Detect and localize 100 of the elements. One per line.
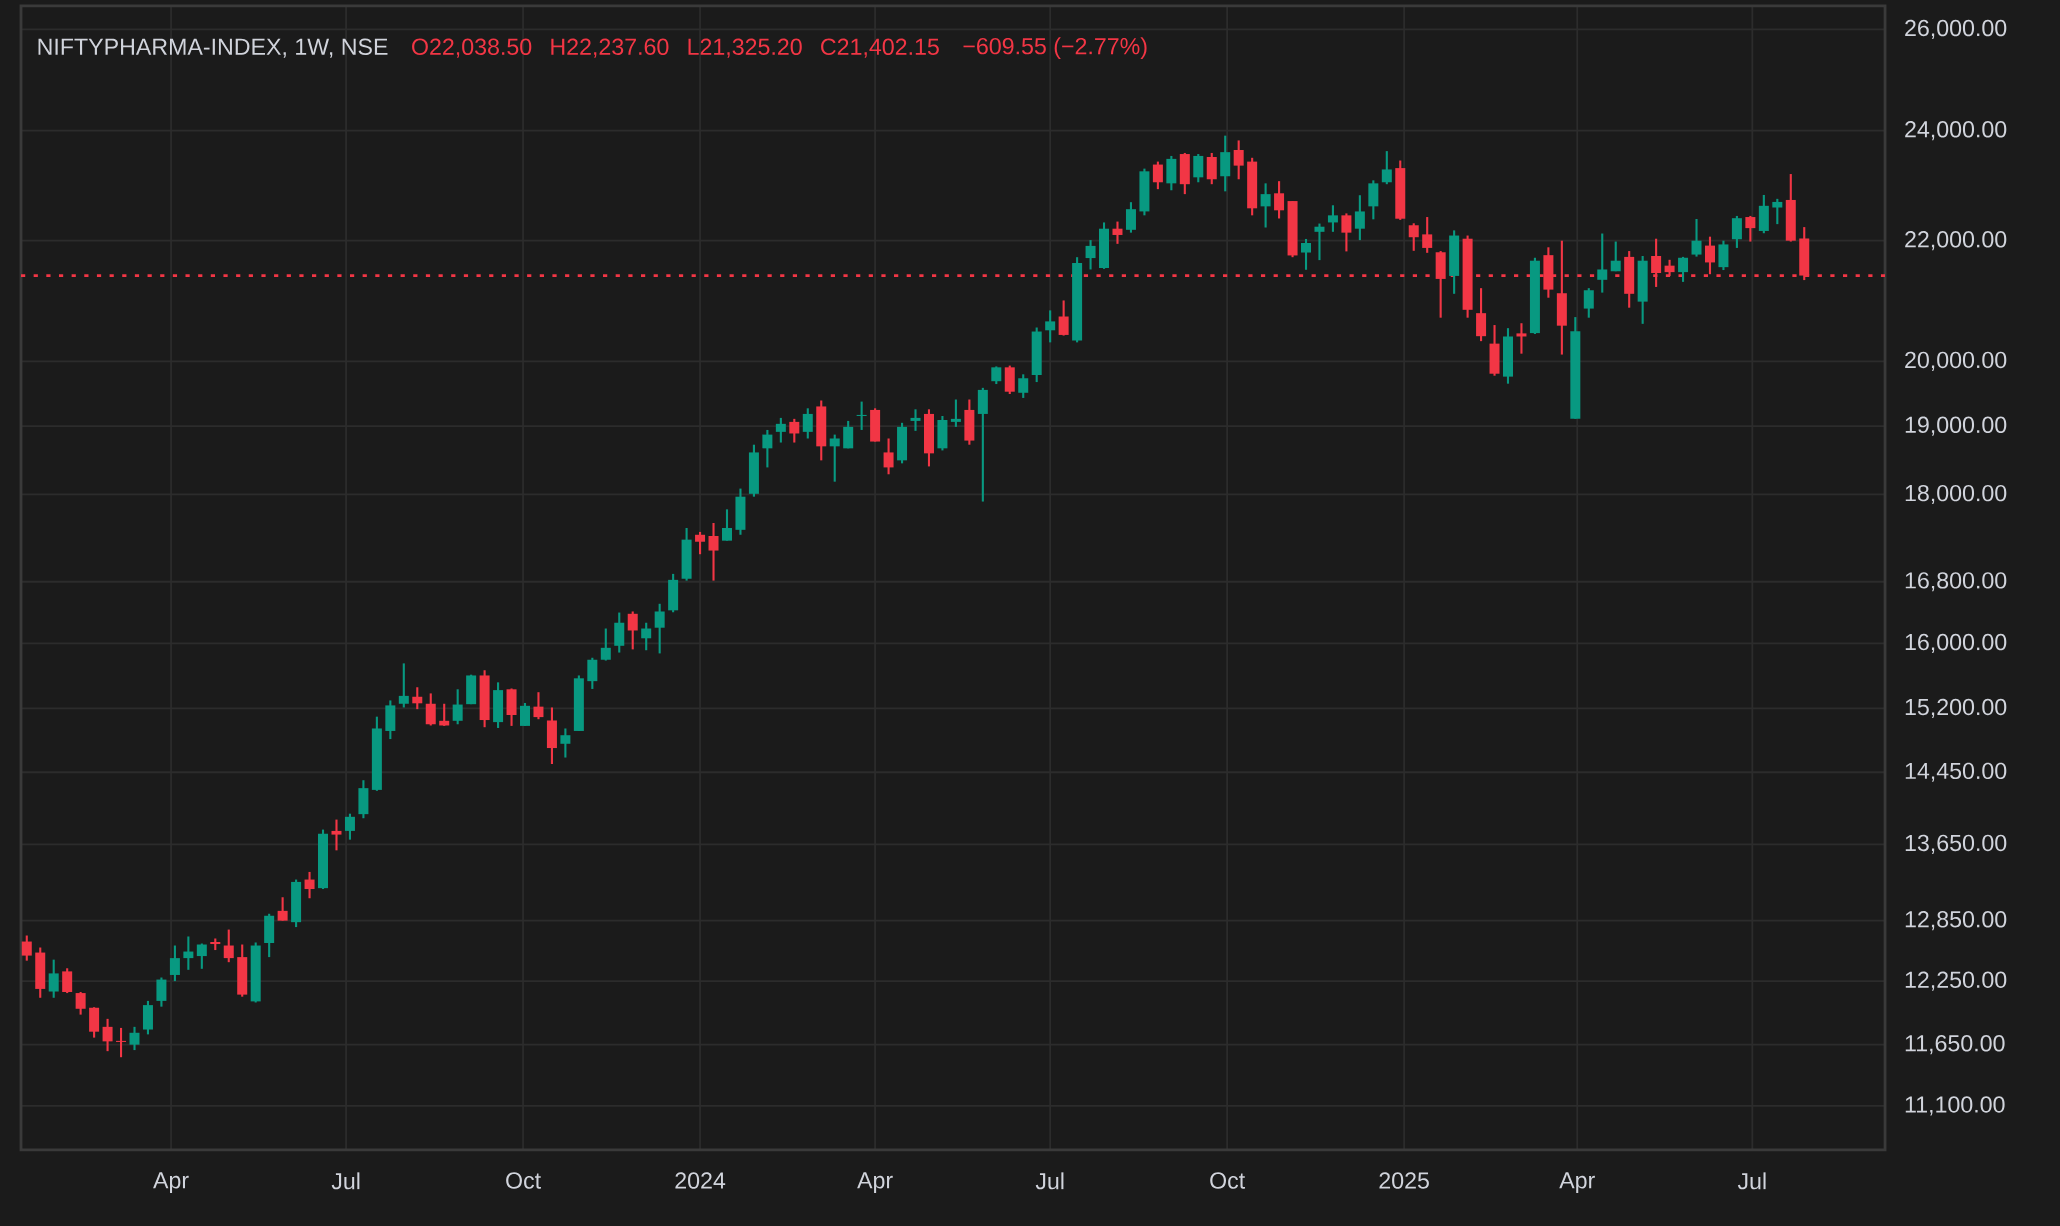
candlestick [1058, 299, 1069, 337]
x-tick-label: Apr [153, 1172, 189, 1194]
candlestick [129, 1025, 140, 1052]
candlestick [1381, 150, 1392, 186]
candlestick [1045, 309, 1056, 344]
candlestick [520, 701, 531, 727]
candlestick [1476, 287, 1487, 343]
candlestick [708, 521, 719, 582]
annotation: C21,402.15 [821, 38, 939, 58]
candlestick [1018, 373, 1029, 399]
x-tick-label: Jul [331, 1172, 360, 1190]
text: NIFTYPHARMA-INDEX, 1W, NSE [38, 38, 388, 58]
candlestick [452, 688, 463, 726]
candlestick [910, 408, 921, 432]
candlestick [587, 656, 598, 691]
annotation: O22,038.50 [412, 38, 532, 58]
candlestick [1368, 179, 1379, 221]
candlestick [829, 433, 840, 483]
candlestick [789, 417, 800, 444]
x-tick-label: Apr [1559, 1172, 1595, 1194]
candlestick [48, 958, 59, 999]
candlestick [277, 896, 288, 922]
candlestick [1704, 235, 1715, 276]
x-tick-label: Oct [1210, 1172, 1246, 1189]
candlestick [654, 602, 665, 655]
y-tick-label: 11,100.00 [1905, 1096, 2005, 1116]
candlestick [183, 935, 194, 971]
candlestick [762, 428, 773, 469]
annotation: −609.55 (−2.77%) [963, 37, 1147, 59]
candlestick [196, 942, 207, 970]
y-tick-label: 19,000.00 [1905, 416, 2007, 436]
x-tick-label: Oct [506, 1172, 541, 1189]
candlestick [412, 686, 423, 711]
candlestick [1152, 160, 1163, 191]
y-tick-label: 18,000.00 [1905, 484, 2007, 505]
candlestick [843, 419, 854, 450]
annotation: H22,237.60 [551, 38, 669, 58]
candlestick [1125, 201, 1136, 234]
candlestick [1516, 322, 1527, 355]
candlestick [1112, 220, 1123, 245]
candlestick [721, 508, 732, 542]
candlestick [21, 934, 32, 962]
candlestick [1678, 255, 1689, 283]
y-tick-label: 14,450.00 [1905, 762, 2007, 782]
candlestick [1610, 240, 1621, 273]
x-tick-label: 2024 [675, 1172, 726, 1189]
candlestick [600, 627, 611, 662]
candlestick [75, 990, 86, 1016]
candlestick [950, 398, 961, 428]
candlestick [1772, 197, 1783, 226]
candlestick [627, 610, 638, 651]
candlestick [89, 1006, 100, 1039]
candlestick [169, 944, 180, 983]
candlestick [344, 812, 355, 841]
candlestick [614, 611, 625, 654]
annotation: L21,325.20 [688, 38, 802, 58]
candlestick [1583, 287, 1594, 319]
candlestick [802, 407, 813, 440]
x-tick-label: Jul [1035, 1172, 1064, 1190]
candlestick [1718, 239, 1729, 272]
x-tick-label: 2025 [1379, 1172, 1429, 1189]
y-tick-label: 20,000.00 [1905, 351, 2007, 371]
candlestick [102, 1017, 113, 1053]
candlestick [304, 870, 315, 900]
candlestick [1597, 232, 1608, 294]
candlestick [1408, 222, 1419, 252]
candlestick [1274, 180, 1285, 220]
candlestick [1206, 151, 1217, 186]
candlestick [1193, 152, 1204, 184]
candlestick [1327, 204, 1338, 233]
y-tick-label: 13,650.00 [1905, 834, 2007, 854]
candlestick [1422, 215, 1433, 254]
y-tick-label: 12,250.00 [1905, 971, 2007, 991]
candlestick [1260, 182, 1271, 229]
candlestick [1085, 239, 1096, 271]
candlestick [1301, 237, 1312, 271]
candlestick [223, 928, 234, 964]
candlestick [116, 1026, 127, 1059]
candlestick [62, 967, 73, 995]
candlestick [1745, 214, 1756, 243]
candlestick [1314, 222, 1325, 262]
candlestick [1354, 194, 1365, 242]
candlestick [398, 662, 409, 709]
candlestick [331, 818, 342, 852]
y-tick-label: 16,800.00 [1905, 572, 2007, 592]
candlestick [533, 691, 544, 721]
candlestick [641, 621, 652, 652]
candlestick [1731, 214, 1742, 249]
y-tick-label: 15,200.00 [1905, 698, 2007, 718]
candlestick [1341, 212, 1352, 253]
y-tick-label: 16,000.00 [1905, 633, 2007, 654]
y-tick-label: 26,000.00 [1905, 19, 2007, 39]
candlestick [775, 416, 786, 444]
candlestick [560, 727, 571, 759]
x-tick-label: Jul [1737, 1172, 1766, 1190]
candlestick [695, 530, 706, 556]
y-tick-label: 12,850.00 [1905, 911, 2007, 931]
y-tick-label: 11,650.00 [1905, 1035, 2005, 1055]
candlestick [1691, 217, 1702, 258]
candlestick [883, 437, 894, 476]
